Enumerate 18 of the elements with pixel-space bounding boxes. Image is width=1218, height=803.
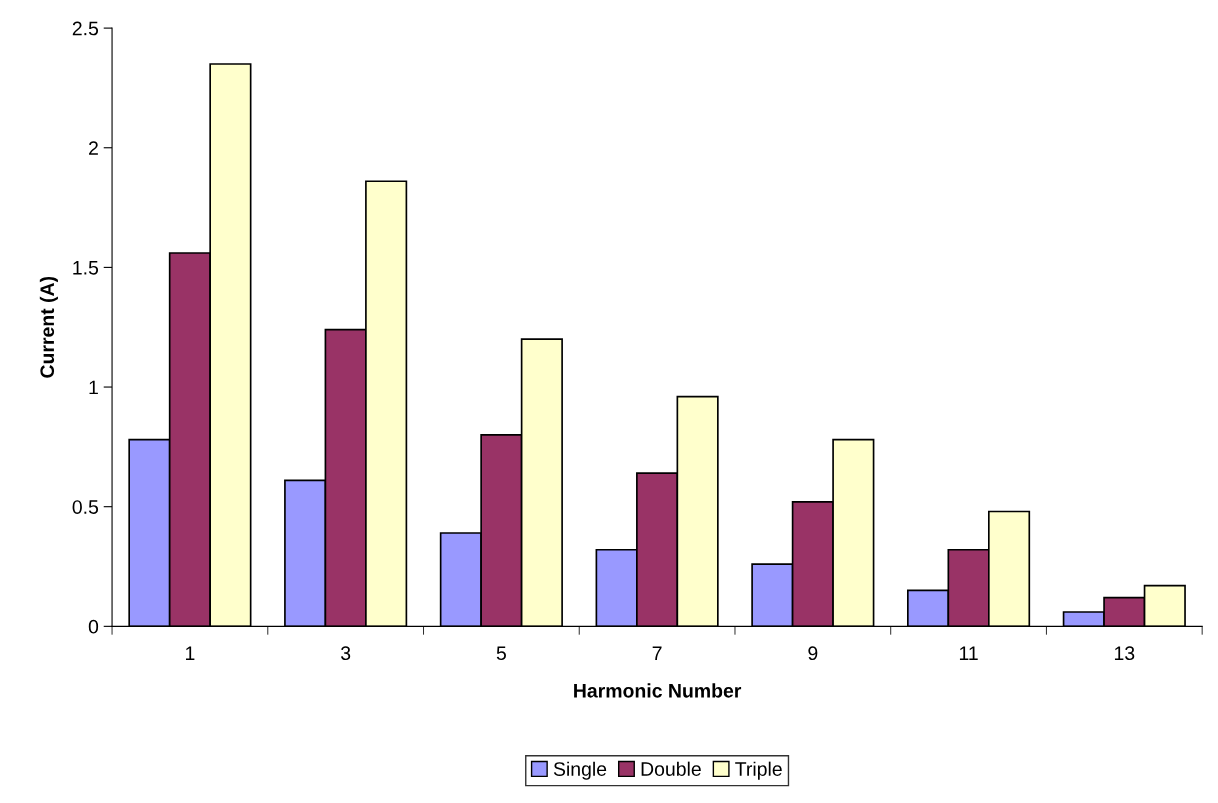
x-tick-label: 7 [652, 646, 662, 660]
y-tick-label: 0 [88, 619, 99, 634]
x-tick-label: 9 [808, 646, 818, 661]
x-axis-title: Harmonic Number [574, 683, 742, 698]
y-tick-label: 1 [89, 380, 98, 395]
y-tick-label: 2.5 [72, 21, 99, 36]
x-tick-label: 3 [340, 646, 351, 661]
legend-label: Triple [735, 761, 782, 780]
y-axis-title: Current (A) [39, 276, 58, 378]
legend-label: Double [641, 761, 701, 776]
x-tick-label: 11 [959, 646, 978, 660]
x-tick-label: 5 [496, 646, 506, 661]
y-tick-label: 0.5 [72, 500, 99, 514]
x-tick-label: 13 [1114, 646, 1135, 661]
y-tick-label: 2 [89, 141, 98, 155]
x-tick-label: 1 [186, 646, 195, 660]
legend-label: Single [553, 761, 607, 780]
y-tick-label: 1.5 [73, 261, 99, 275]
